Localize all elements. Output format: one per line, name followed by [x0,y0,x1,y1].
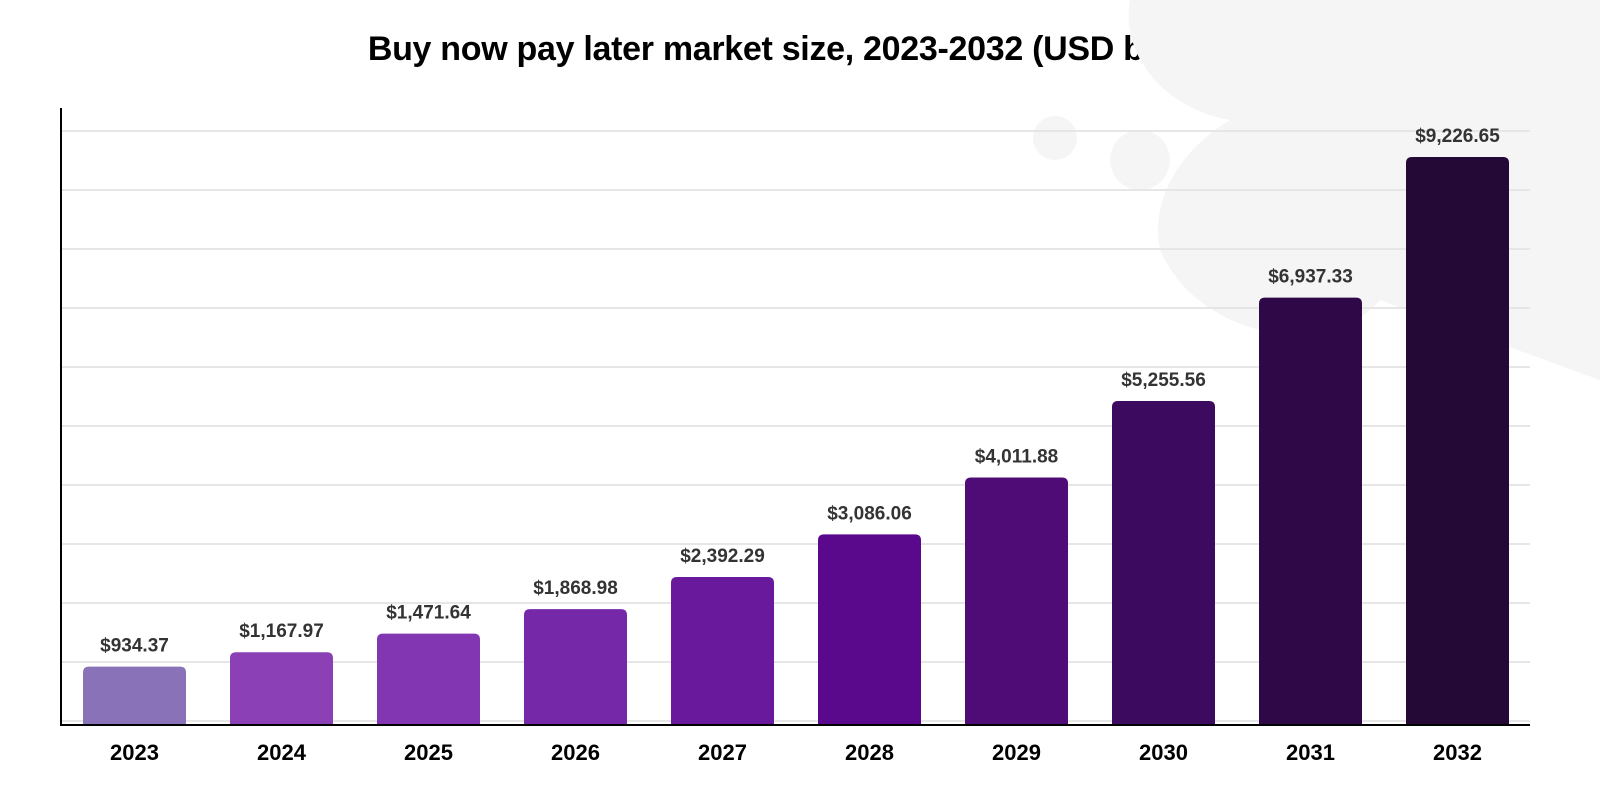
bar-2023 [83,666,186,724]
bar-2028 [818,534,921,724]
data-label: $1,471.64 [386,603,471,624]
bar-2029 [965,477,1068,724]
bar-2030 [1112,401,1215,724]
bar-2025 [377,633,480,724]
x-tick-label: 2030 [1139,740,1188,765]
data-label: $3,086.06 [827,503,912,524]
x-tick-label: 2027 [698,740,747,765]
x-tick-label: 2026 [551,740,600,765]
x-tick-label: 2028 [845,740,894,765]
x-tick-label: 2032 [1433,740,1482,765]
x-axis-ticks: 2023 2024 2025 2026 2027 2028 2029 2030 2031 2032 [110,740,1482,765]
data-label: $4,011.88 [975,446,1058,467]
x-tick-label: 2029 [992,740,1041,765]
bar-2027 [671,576,774,724]
data-label: $9,226.65 [1415,126,1500,147]
bar-2032 [1406,157,1509,724]
x-tick-label: 2031 [1286,740,1335,765]
data-label: $2,392.29 [680,546,765,567]
data-labels: $934.37 $1,167.97 $1,471.64 $1,868.98 $2,392… [100,126,1500,657]
data-label: $5,255.56 [1121,370,1206,391]
data-label: $1,167.97 [239,621,324,642]
data-label: $934.37 [100,636,169,657]
bar-2026 [524,609,627,724]
bar-2024 [230,652,333,724]
x-tick-label: 2024 [257,740,307,765]
data-label: $6,937.33 [1268,267,1353,288]
bars [83,157,1509,724]
bar-2031 [1259,297,1362,724]
x-tick-label: 2025 [404,740,453,765]
chart-title: Buy now pay later market size, 2023-2032… [367,30,1233,68]
data-label: $1,868.98 [533,578,618,599]
x-tick-label: 2023 [110,740,159,765]
